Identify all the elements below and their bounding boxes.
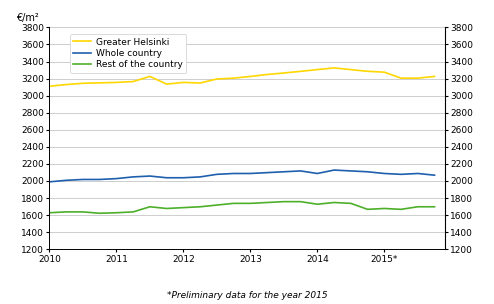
Greater Helsinki xyxy=(147,74,153,78)
Rest of the country xyxy=(264,201,270,204)
Whole country xyxy=(331,168,337,172)
Greater Helsinki xyxy=(247,74,253,78)
Rest of the country xyxy=(432,205,438,209)
Text: *Preliminary data for the year 2015: *Preliminary data for the year 2015 xyxy=(166,291,328,300)
Rest of the country xyxy=(331,201,337,204)
Greater Helsinki xyxy=(398,76,404,80)
Greater Helsinki xyxy=(281,71,287,75)
Whole country xyxy=(46,180,52,184)
Rest of the country xyxy=(297,200,303,203)
Whole country xyxy=(264,171,270,174)
Greater Helsinki xyxy=(130,80,136,83)
Whole country xyxy=(164,176,169,180)
Whole country xyxy=(63,178,69,182)
Rest of the country xyxy=(314,202,320,206)
Whole country xyxy=(415,172,421,175)
Greater Helsinki xyxy=(314,68,320,71)
Whole country xyxy=(197,175,203,179)
Greater Helsinki xyxy=(415,76,421,80)
Greater Helsinki xyxy=(365,70,370,73)
Whole country xyxy=(97,178,103,181)
Rest of the country xyxy=(147,205,153,209)
Whole country xyxy=(297,169,303,173)
Rest of the country xyxy=(381,207,387,210)
Greater Helsinki xyxy=(432,74,438,78)
Rest of the country xyxy=(247,202,253,205)
Rest of the country xyxy=(130,210,136,214)
Whole country xyxy=(281,170,287,174)
Rest of the country xyxy=(80,210,86,214)
Line: Whole country: Whole country xyxy=(49,170,435,182)
Rest of the country xyxy=(46,211,52,215)
Whole country xyxy=(381,172,387,175)
Rest of the country xyxy=(197,205,203,209)
Greater Helsinki xyxy=(46,85,52,88)
Rest of the country xyxy=(281,200,287,203)
Rest of the country xyxy=(114,211,120,215)
Greater Helsinki xyxy=(80,81,86,85)
Rest of the country xyxy=(231,202,237,205)
Greater Helsinki xyxy=(180,81,186,84)
Whole country xyxy=(231,172,237,175)
Text: €/m²: €/m² xyxy=(16,13,39,23)
Rest of the country xyxy=(415,205,421,209)
Whole country xyxy=(365,170,370,174)
Whole country xyxy=(432,173,438,177)
Greater Helsinki xyxy=(214,77,220,81)
Whole country xyxy=(180,176,186,180)
Greater Helsinki xyxy=(348,68,354,71)
Greater Helsinki xyxy=(97,81,103,85)
Rest of the country xyxy=(180,206,186,209)
Greater Helsinki xyxy=(63,83,69,86)
Line: Greater Helsinki: Greater Helsinki xyxy=(49,68,435,86)
Whole country xyxy=(80,178,86,181)
Whole country xyxy=(398,172,404,176)
Rest of the country xyxy=(164,207,169,210)
Greater Helsinki xyxy=(114,81,120,84)
Rest of the country xyxy=(63,210,69,214)
Whole country xyxy=(247,172,253,175)
Greater Helsinki xyxy=(297,70,303,73)
Whole country xyxy=(130,175,136,179)
Greater Helsinki xyxy=(331,66,337,70)
Greater Helsinki xyxy=(231,76,237,80)
Greater Helsinki xyxy=(381,70,387,74)
Whole country xyxy=(114,177,120,181)
Rest of the country xyxy=(214,203,220,207)
Greater Helsinki xyxy=(197,81,203,85)
Whole country xyxy=(314,172,320,175)
Legend: Greater Helsinki, Whole country, Rest of the country: Greater Helsinki, Whole country, Rest of… xyxy=(70,34,186,73)
Whole country xyxy=(348,169,354,173)
Rest of the country xyxy=(348,202,354,205)
Whole country xyxy=(214,172,220,176)
Line: Rest of the country: Rest of the country xyxy=(49,202,435,213)
Rest of the country xyxy=(365,208,370,211)
Rest of the country xyxy=(97,212,103,215)
Whole country xyxy=(147,174,153,178)
Greater Helsinki xyxy=(164,82,169,86)
Rest of the country xyxy=(398,208,404,211)
Greater Helsinki xyxy=(264,73,270,76)
